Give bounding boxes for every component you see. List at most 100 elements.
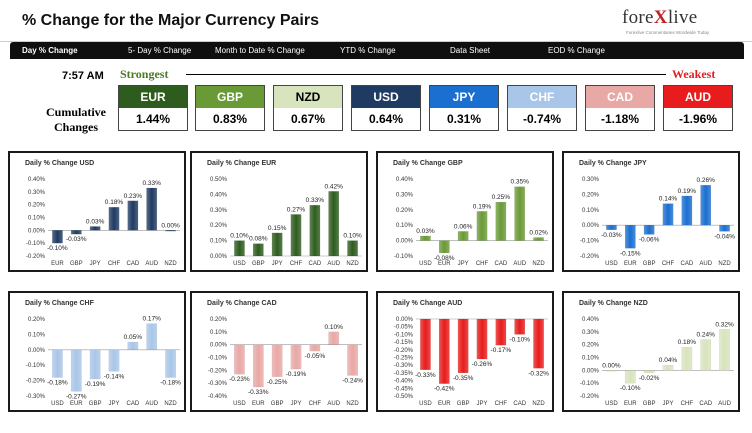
- bar: [347, 240, 358, 257]
- x-tick-label: USD: [233, 401, 246, 407]
- tab-day-change[interactable]: Day % Change: [22, 46, 78, 55]
- bar: [271, 344, 283, 377]
- data-label: -0.06%: [639, 236, 660, 243]
- forexlive-logo[interactable]: foreXlive Forexlive Commentaries Wordwid…: [622, 7, 732, 37]
- tab-5-day-change[interactable]: 5- Day % Change: [128, 46, 192, 55]
- data-label: 0.05%: [124, 334, 143, 341]
- y-tick-label: 0.00%: [396, 317, 414, 323]
- y-tick-label: 0.20%: [28, 317, 46, 323]
- y-tick-label: 0.40%: [396, 177, 414, 183]
- x-tick-label: GBP: [643, 261, 656, 267]
- bar: [514, 186, 526, 241]
- y-tick-label: -0.35%: [394, 371, 414, 377]
- page-title: % Change for the Major Currency Pairs: [22, 12, 319, 29]
- weakest-label: Weakest: [672, 67, 716, 81]
- bar: [52, 230, 63, 244]
- y-tick-label: -0.10%: [26, 241, 46, 247]
- bar: [309, 344, 321, 352]
- bar: [624, 225, 636, 249]
- bar: [457, 231, 469, 241]
- x-tick-label: AUD: [718, 401, 731, 407]
- nav-bar: Day % Change 5- Day % Change Month to Da…: [10, 42, 744, 59]
- y-tick-label: 0.00%: [582, 223, 600, 229]
- y-tick-label: 0.30%: [582, 330, 600, 336]
- y-tick-label: -0.30%: [26, 394, 46, 400]
- data-label: 0.33%: [142, 180, 161, 187]
- bar-chart: Daily % Change USD 0.40% 0.30% 0.20% 0.10% 0.…: [25, 160, 180, 267]
- data-label: 0.24%: [696, 332, 715, 339]
- x-tick-label: USD: [51, 401, 64, 407]
- cumulative-changes-label: Cumulative Changes: [46, 105, 106, 134]
- bar: [719, 225, 730, 232]
- chart-panel-cad: Daily % Change CAD 0.20% 0.10% 0.00% -0.10% -…: [190, 291, 368, 412]
- y-tick-label: 0.50%: [210, 177, 228, 183]
- strength-divider: [186, 74, 666, 75]
- y-tick-label: 0.40%: [582, 317, 600, 323]
- bar-chart: Daily % Change CAD 0.20% 0.10% 0.00% -0.10% -…: [207, 300, 363, 407]
- y-tick-label: -0.20%: [26, 254, 46, 260]
- x-tick-label: GBP: [457, 401, 470, 407]
- x-tick-label: JPY: [476, 401, 487, 407]
- chart-panel-usd: Daily % Change USD 0.40% 0.30% 0.20% 0.10% 0.…: [8, 151, 186, 272]
- data-label: -0.19%: [85, 381, 106, 388]
- y-tick-label: -0.20%: [26, 379, 46, 385]
- x-tick-label: JPY: [290, 401, 301, 407]
- logo-x: X: [653, 7, 668, 28]
- cumulative-value: 0.67%: [290, 112, 326, 126]
- bar: [495, 201, 507, 241]
- currency-code: CAD: [586, 86, 654, 108]
- y-tick-label: -0.45%: [394, 386, 414, 392]
- chart-title: Daily % Change USD: [25, 160, 94, 167]
- bar: [234, 344, 245, 375]
- cumulative-value: -1.96%: [678, 112, 718, 126]
- x-tick-label: CAD: [495, 261, 508, 267]
- x-tick-label: NZD: [718, 261, 731, 267]
- x-tick-label: JPY: [108, 401, 119, 407]
- data-label: 0.23%: [124, 193, 143, 200]
- y-tick-label: -0.10%: [394, 254, 414, 260]
- y-tick-label: 0.30%: [396, 192, 414, 198]
- x-tick-label: USD: [419, 401, 432, 407]
- cumulative-box-gbp: GBP 0.83%: [195, 85, 265, 131]
- data-label: -0.10%: [620, 385, 641, 392]
- x-tick-label: JPY: [90, 261, 101, 267]
- x-tick-label: GBP: [252, 261, 265, 267]
- x-tick-label: USD: [419, 261, 432, 267]
- data-label: -0.17%: [491, 347, 512, 354]
- tab-month-to-date-change[interactable]: Month to Date % Change: [215, 46, 305, 55]
- strongest-label: Strongest: [120, 67, 169, 81]
- bar: [309, 205, 321, 257]
- x-tick-label: EUR: [70, 401, 83, 407]
- tab-data-sheet[interactable]: Data Sheet: [450, 46, 491, 55]
- data-label: -0.33%: [248, 389, 269, 396]
- y-tick-label: 0.30%: [28, 190, 46, 196]
- cumulative-box-aud: AUD -1.96%: [663, 85, 733, 131]
- chart-panel-gbp: Daily % Change GBP 0.40% 0.30% 0.20% 0.10% 0.…: [376, 151, 554, 272]
- data-label: -0.33%: [415, 372, 436, 379]
- y-tick-label: -0.05%: [394, 325, 414, 331]
- tab-eod-change[interactable]: EOD % Change: [548, 46, 605, 55]
- y-tick-label: 0.00%: [210, 343, 228, 349]
- currency-code: CHF: [508, 86, 576, 108]
- cumulative-value: 0.31%: [446, 112, 482, 126]
- tab-ytd-change[interactable]: YTD % Change: [340, 46, 396, 55]
- data-label: 0.08%: [249, 236, 268, 243]
- bar: [476, 211, 488, 241]
- chart-title: Daily % Change JPY: [579, 160, 647, 167]
- x-tick-label: NZD: [346, 401, 359, 407]
- bar: [127, 341, 139, 350]
- bar: [234, 240, 245, 257]
- bar: [165, 349, 176, 378]
- y-tick-label: 0.20%: [582, 192, 600, 198]
- currency-code: NZD: [274, 86, 342, 108]
- data-label: -0.42%: [434, 386, 455, 393]
- y-tick-label: 0.00%: [582, 368, 600, 374]
- y-tick-label: -0.10%: [580, 239, 600, 245]
- x-tick-label: CAD: [309, 261, 322, 267]
- y-tick-label: 0.30%: [582, 177, 600, 183]
- data-label: -0.04%: [714, 233, 735, 240]
- cumulative-box-nzd: NZD 0.67%: [273, 85, 343, 131]
- data-label: -0.05%: [305, 353, 326, 360]
- chart-title: Daily % Change CAD: [207, 300, 277, 307]
- bar: [290, 344, 302, 370]
